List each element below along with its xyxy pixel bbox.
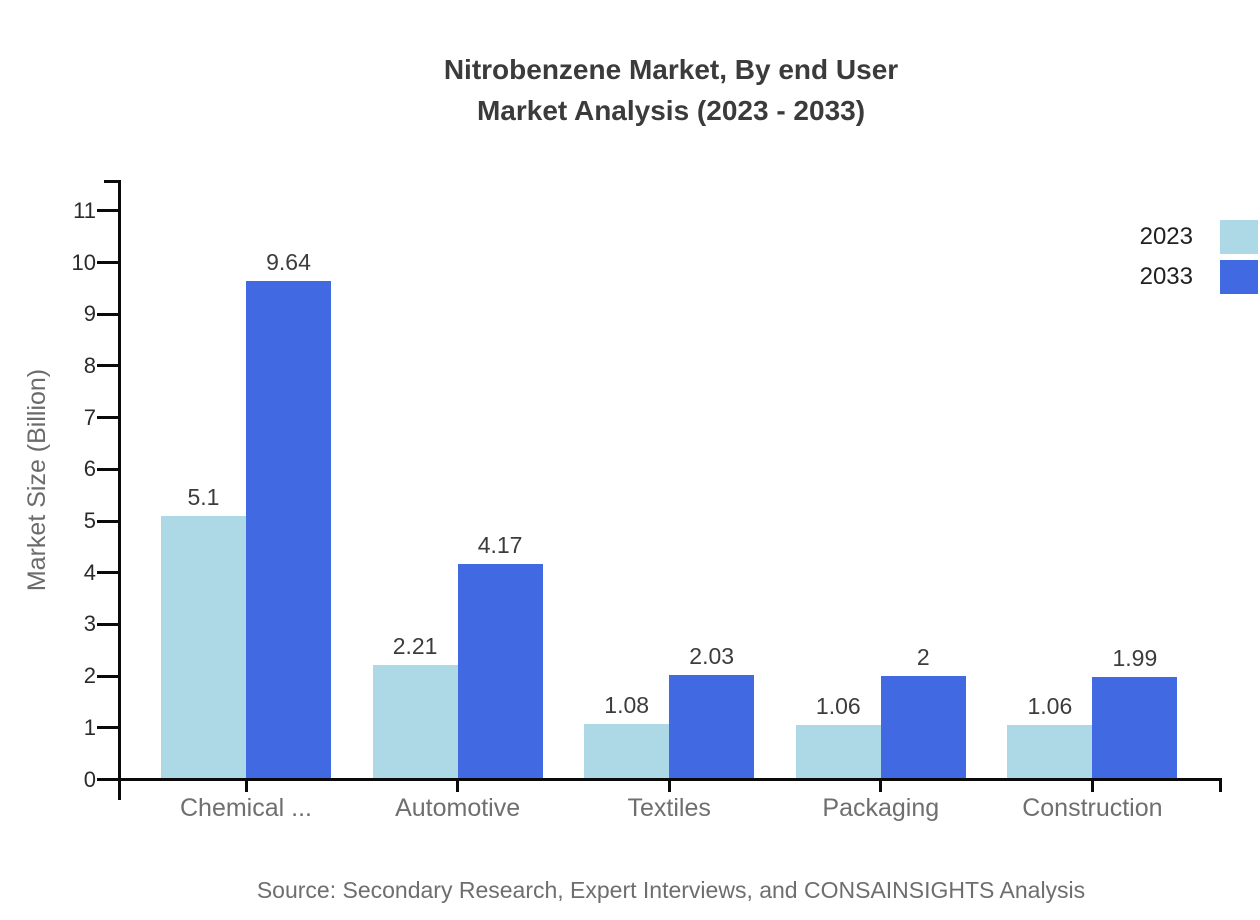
legend-item-2023: 2023 [1140, 220, 1258, 254]
y-tick-label: 10 [71, 249, 96, 275]
bar-2023-3 [795, 724, 881, 778]
y-tick-label: 2 [83, 663, 96, 689]
bar-2033-0 [246, 281, 331, 778]
legend-swatch-2033 [1220, 260, 1258, 294]
x-tick [1090, 781, 1094, 792]
legend-item-2033: 2033 [1140, 260, 1258, 294]
bar-value-label: 5.1 [187, 483, 220, 510]
bar-value-label: 1.06 [815, 692, 861, 719]
y-tick-label: 9 [83, 301, 96, 327]
x-category-label: Packaging [822, 794, 940, 822]
y-axis-top-cap [104, 180, 121, 183]
chart-title: Nitrobenzene Market, By end User Market … [120, 49, 1222, 131]
bar-value-label: 1.06 [1027, 692, 1073, 719]
y-tick [97, 312, 121, 316]
bar-2033-1 [457, 563, 543, 778]
x-axis-line [118, 778, 1222, 781]
bar-value-label: 2.03 [689, 642, 735, 669]
bar-2023-4 [1007, 724, 1093, 778]
x-tick [456, 781, 460, 792]
bar-2023-2 [584, 723, 670, 778]
legend-label-2033: 2033 [1139, 263, 1193, 290]
x-tick [879, 781, 883, 792]
chart-title-line1: Nitrobenzene Market, By end User [443, 54, 899, 85]
chart-title-line2: Market Analysis (2023 - 2033) [476, 95, 866, 126]
x-tick [244, 781, 248, 792]
y-tick-label: 11 [73, 197, 96, 223]
bar-2033-2 [669, 674, 755, 778]
legend-label-2023: 2023 [1139, 223, 1193, 250]
y-tick [97, 778, 121, 781]
x-category-label: Textiles [627, 794, 711, 822]
x-axis-right-cap [1219, 778, 1222, 792]
y-tick-label: 8 [83, 352, 96, 378]
legend-swatch-2023 [1220, 220, 1258, 254]
bar-2023-0 [161, 515, 246, 778]
bar-2033-3 [880, 676, 966, 778]
y-tick [97, 364, 121, 368]
y-tick-label: 7 [83, 404, 96, 430]
y-tick-label: 4 [83, 559, 96, 585]
y-tick [97, 416, 121, 420]
y-tick-label: 3 [83, 611, 96, 637]
legend: 2023 2033 [1140, 220, 1258, 300]
y-tick [97, 674, 121, 678]
x-category-label: Automotive [395, 794, 521, 822]
bar-value-label: 4.17 [477, 531, 523, 558]
y-tick [97, 209, 121, 213]
x-category-label: Chemical ... [180, 794, 312, 822]
source-note: Source: Secondary Research, Expert Inter… [256, 877, 1086, 903]
bar-value-label: 1.99 [1112, 644, 1158, 671]
y-tick [97, 622, 121, 626]
y-tick-label: 0 [83, 766, 96, 792]
y-tick [97, 467, 121, 471]
y-tick [97, 261, 121, 264]
bar-value-label: 9.64 [266, 249, 311, 276]
x-category-label: Construction [1022, 794, 1163, 822]
bar-2023-1 [372, 665, 458, 778]
y-tick-label: 1 [83, 714, 96, 740]
bar-value-label: 1.08 [604, 691, 650, 718]
y-tick-label: 6 [83, 456, 96, 482]
y-tick-label: 5 [83, 508, 96, 533]
y-axis-line [118, 180, 121, 800]
bar-value-label: 2 [916, 644, 930, 671]
bar-value-label: 2.21 [392, 633, 438, 660]
y-tick [97, 519, 121, 523]
x-tick [667, 781, 671, 792]
y-tick [97, 726, 121, 730]
bar-2033-4 [1092, 676, 1178, 778]
y-tick [97, 571, 121, 575]
